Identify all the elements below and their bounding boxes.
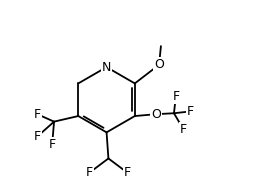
Text: F: F — [187, 105, 194, 118]
Text: F: F — [172, 90, 179, 103]
Text: F: F — [180, 123, 187, 136]
Text: O: O — [154, 58, 164, 71]
Text: N: N — [102, 61, 111, 74]
Text: F: F — [34, 130, 41, 143]
Text: F: F — [123, 166, 131, 179]
Text: O: O — [151, 108, 161, 121]
Text: F: F — [49, 137, 56, 151]
Text: F: F — [86, 166, 93, 179]
Text: F: F — [34, 108, 41, 121]
